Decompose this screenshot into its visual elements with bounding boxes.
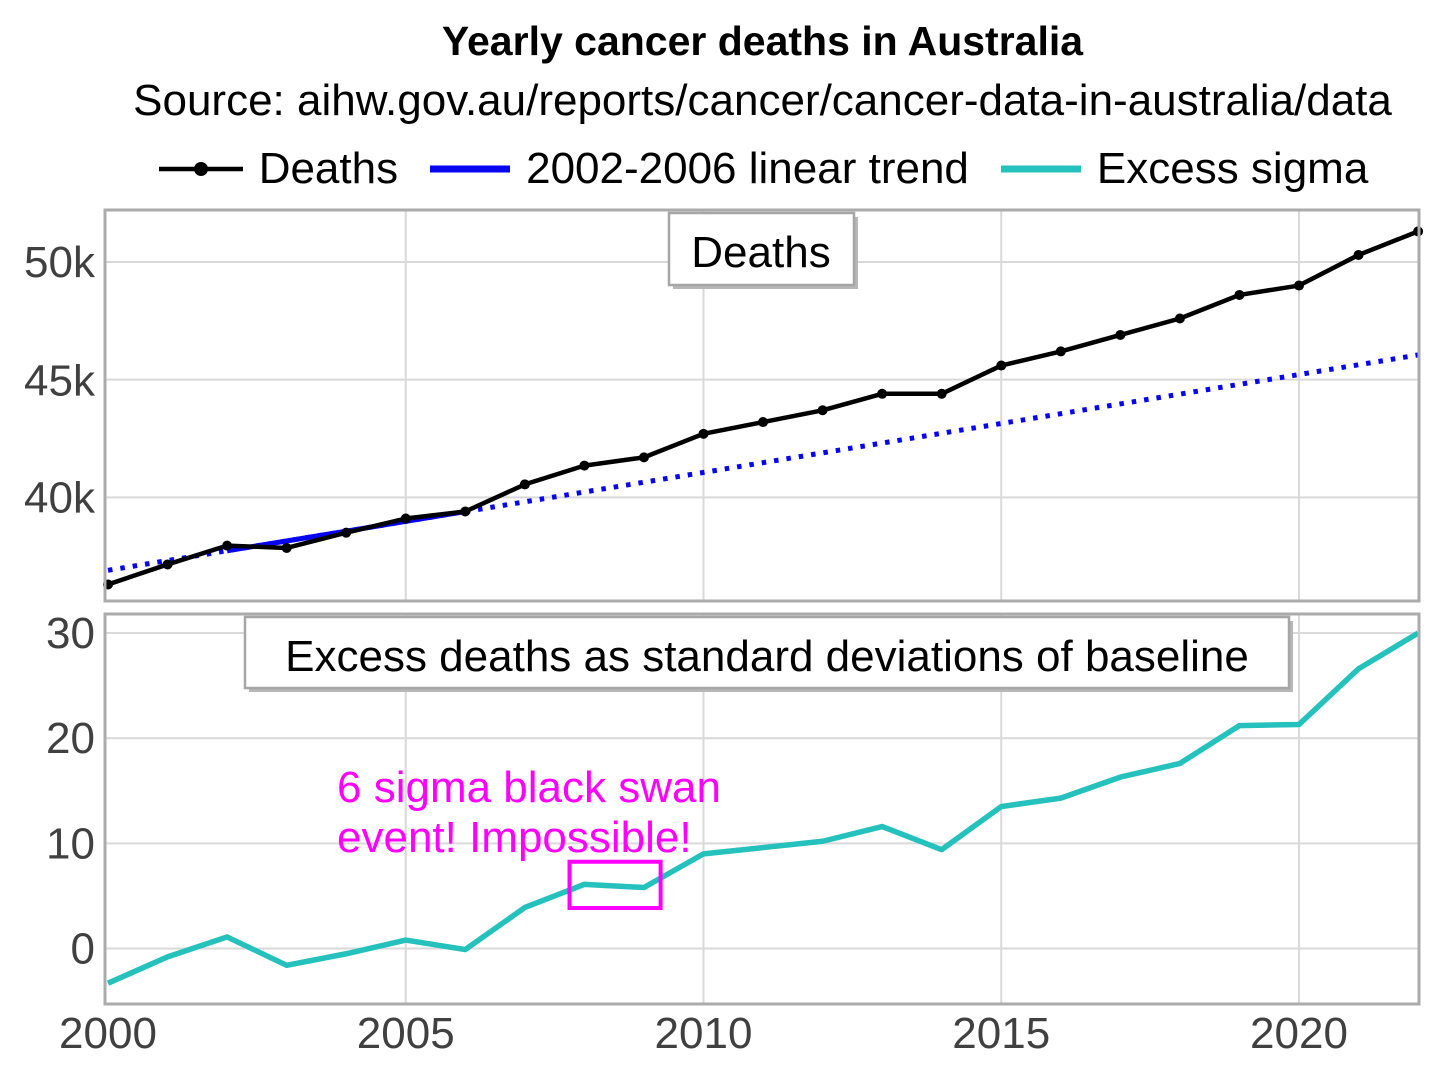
deaths-data-point: [996, 360, 1007, 371]
deaths-data-point: [1055, 346, 1066, 357]
top-gridlines: [105, 210, 1419, 601]
bottom-inset-box: [243, 615, 1291, 690]
top-plot-border: [103, 208, 1421, 603]
trend-line-swatch-icon: [430, 165, 511, 173]
top-y-axis-labels: 50k 45k 40k: [24, 238, 96, 522]
deaths-data-point: [877, 388, 888, 399]
excess-sigma-swatch-icon: [1000, 165, 1081, 173]
annotation-line1: 6 sigma black swan: [337, 763, 721, 812]
deaths-data-point: [460, 506, 471, 517]
deaths-data-point: [579, 460, 590, 471]
annotation-line2: event! Impossible!: [337, 813, 692, 862]
ytick-30: 30: [46, 609, 95, 658]
deaths-data-point: [400, 513, 411, 524]
xtick-2015: 2015: [952, 1009, 1050, 1058]
deaths-data-point: [936, 388, 947, 399]
bottom-plot: 30 20 10 0 2000 2005 2010 2015 2020 6 si…: [46, 609, 1421, 1058]
chart-source: Source: aihw.gov.au/reports/cancer/cance…: [133, 76, 1392, 125]
deaths-data-point: [341, 527, 352, 538]
ytick-10: 10: [46, 819, 95, 868]
bottom-inset-text: Excess deaths as standard deviations of …: [285, 632, 1249, 681]
top-inset-text: Deaths: [691, 228, 830, 277]
excess-sigma-series-line: [106, 630, 1420, 986]
top-plot: 50k 45k 40k Deaths: [24, 208, 1424, 603]
legend-item-excess-sigma: Excess sigma: [999, 144, 1368, 194]
bottom-plot-border: [103, 612, 1421, 1006]
deaths-line-swatch-icon: [158, 162, 243, 176]
deaths-data-point: [1115, 329, 1126, 340]
deaths-data-point: [1234, 289, 1245, 300]
legend-item-trend: 2002-2006 linear trend: [428, 144, 969, 194]
ytick-50k: 50k: [24, 238, 96, 287]
bottom-y-axis-labels: 30 20 10 0: [46, 609, 95, 974]
deaths-data-point: [758, 417, 769, 428]
deaths-data-point: [281, 542, 292, 553]
chart-title: Yearly cancer deaths in Australia: [441, 18, 1084, 64]
ytick-20: 20: [46, 714, 95, 763]
deaths-data-point: [817, 405, 828, 416]
xtick-2010: 2010: [655, 1009, 753, 1058]
deaths-data-point: [698, 428, 709, 439]
top-inset-label: Deaths: [667, 211, 858, 289]
deaths-data-point: [1294, 280, 1304, 291]
legend-label-excess-sigma: Excess sigma: [1096, 144, 1369, 193]
trend-line-dotted: [107, 352, 1419, 573]
ytick-45k: 45k: [24, 357, 96, 406]
legend-item-deaths: Deaths: [157, 144, 398, 194]
deaths-data-point: [519, 479, 530, 490]
x-axis-labels: 2000 2005 2010 2015 2020: [59, 1009, 1348, 1058]
xtick-2005: 2005: [357, 1009, 455, 1058]
black-swan-highlight-box: [567, 859, 663, 911]
deaths-data-point: [162, 559, 173, 570]
legend-label-trend: 2002-2006 linear trend: [526, 144, 969, 193]
deaths-data-point: [1174, 313, 1185, 324]
black-swan-annotation: 6 sigma black swan event! Impossible!: [337, 763, 721, 862]
deaths-data-point: [638, 452, 649, 463]
top-inset-box: [667, 211, 856, 287]
deaths-data-point: [1353, 249, 1364, 260]
bottom-inset-label: Excess deaths as standard deviations of …: [243, 615, 1293, 692]
deaths-data-point: [222, 540, 233, 551]
ytick-40k: 40k: [24, 473, 96, 522]
legend-label-deaths: Deaths: [258, 144, 399, 193]
xtick-2020: 2020: [1250, 1009, 1348, 1058]
ytick-0: 0: [71, 925, 95, 974]
xtick-2000: 2000: [59, 1009, 157, 1058]
legend: Deaths 2002-2006 linear trend Excess sig…: [85, 144, 1440, 194]
